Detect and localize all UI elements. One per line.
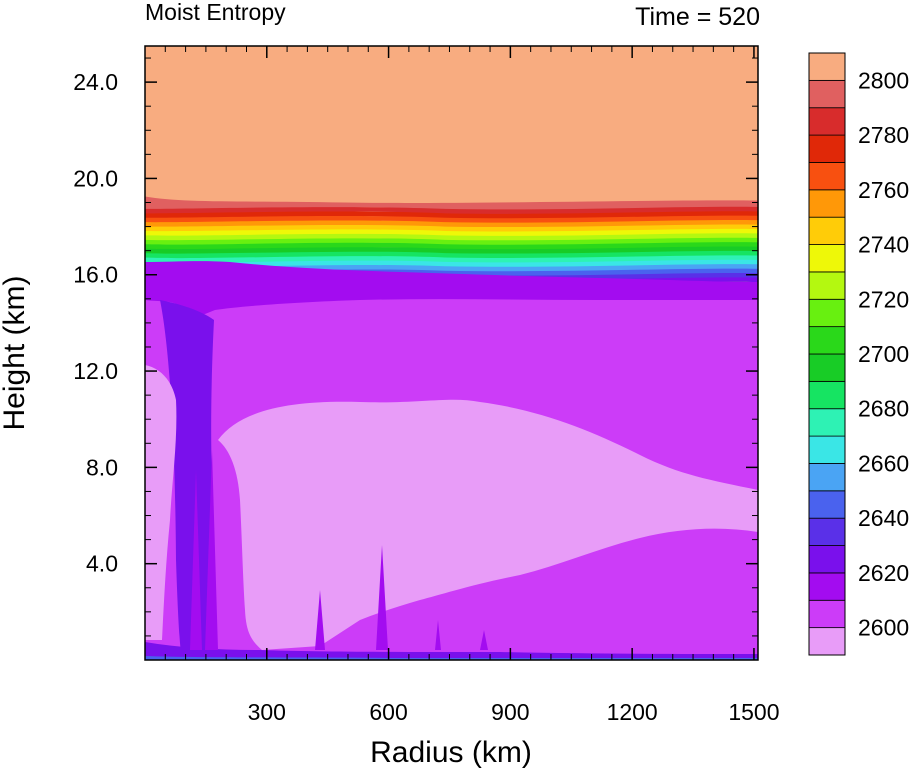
gradient-bands [145, 196, 758, 286]
colorbar-label: 2600 [858, 615, 909, 641]
colorbar-box [808, 162, 846, 191]
colorbar-box [808, 627, 846, 656]
colorbar-label: 2700 [858, 341, 909, 367]
colorbar-box [808, 463, 846, 492]
y-axis: 4.0 8.0 12.0 16.0 20.0 24.0 [73, 57, 758, 637]
colorbar: 2600 2620 2640 2660 2680 2700 2720 2740 2760 2780… [808, 52, 909, 656]
y-tick-label: 12.0 [73, 358, 118, 384]
plot-frame [144, 45, 759, 661]
colorbar-box [808, 326, 846, 355]
x-tick-label: 600 [369, 699, 407, 725]
x-tick-label: 300 [248, 699, 286, 725]
colorbar-box [808, 435, 846, 464]
x-tick-label: 1500 [728, 699, 779, 725]
region-min-lilac-main [218, 399, 758, 650]
x-tick-label: 1200 [607, 699, 658, 725]
chart-title: Moist Entropy [145, 0, 286, 25]
y-tick-label: 20.0 [73, 165, 118, 191]
colorbar-box [808, 298, 846, 328]
colorbar-box [808, 244, 846, 273]
colorbar-box [808, 216, 846, 245]
colorbar-box [808, 517, 846, 546]
y-tick-label: 8.0 [86, 454, 118, 480]
colorbar-box [808, 408, 846, 437]
colorbar-box [808, 380, 846, 410]
x-tick-label: 900 [491, 699, 529, 725]
region-boundary-layer [145, 642, 758, 660]
y-tick-label: 16.0 [73, 262, 118, 288]
colorbar-label: 2780 [858, 122, 909, 148]
gradient-band [145, 196, 758, 210]
colorbar-label: 2760 [858, 177, 909, 203]
colorbar-label: 2740 [858, 232, 909, 258]
colorbar-box [808, 572, 846, 601]
colorbar-label: 2680 [858, 396, 909, 422]
region-surface-blue [145, 656, 758, 660]
colorbar-box [808, 545, 846, 574]
colorbar-box [808, 134, 846, 163]
colorbar-frame [808, 52, 846, 656]
colorbar-box [808, 271, 846, 300]
colorbar-label: 2720 [858, 286, 909, 312]
region-min-lilac-left [145, 365, 177, 640]
colorbar-box [808, 52, 846, 81]
x-axis: 300 600 900 1200 1500 [164, 46, 780, 725]
colorbar-label: 2660 [858, 450, 909, 476]
colorbar-box [808, 490, 846, 519]
colorbar-box [808, 79, 846, 109]
y-tick-label: 24.0 [73, 69, 118, 95]
plot-area [145, 46, 758, 660]
y-axis-label: Height (km) [0, 275, 31, 430]
colorbar-label: 2800 [858, 67, 909, 93]
colorbar-box [808, 353, 846, 382]
colorbar-box [808, 599, 846, 629]
colorbar-label: 2640 [858, 505, 909, 531]
time-label: Time = 520 [635, 3, 760, 31]
x-axis-label: Radius (km) [370, 736, 532, 769]
colorbar-box [808, 107, 846, 136]
colorbar-label: 2620 [858, 560, 909, 586]
colorbar-box [808, 189, 846, 218]
y-tick-label: 4.0 [86, 551, 118, 577]
region-strong-purple-column [160, 300, 215, 660]
